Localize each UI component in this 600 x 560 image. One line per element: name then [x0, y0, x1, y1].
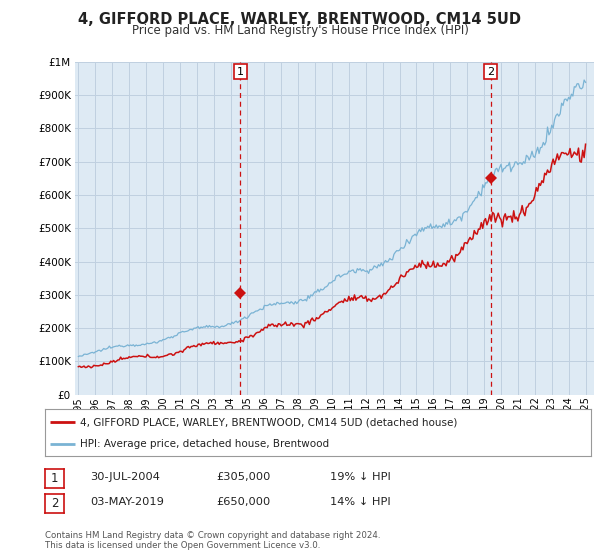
- Text: Contains HM Land Registry data © Crown copyright and database right 2024.
This d: Contains HM Land Registry data © Crown c…: [45, 530, 380, 550]
- Text: 14% ↓ HPI: 14% ↓ HPI: [330, 497, 391, 507]
- Text: 4, GIFFORD PLACE, WARLEY, BRENTWOOD, CM14 5UD: 4, GIFFORD PLACE, WARLEY, BRENTWOOD, CM1…: [79, 12, 521, 27]
- Text: 03-MAY-2019: 03-MAY-2019: [90, 497, 164, 507]
- Text: 1: 1: [237, 67, 244, 77]
- Text: 2: 2: [487, 67, 494, 77]
- Text: 19% ↓ HPI: 19% ↓ HPI: [330, 472, 391, 482]
- Text: 4, GIFFORD PLACE, WARLEY, BRENTWOOD, CM14 5UD (detached house): 4, GIFFORD PLACE, WARLEY, BRENTWOOD, CM1…: [80, 417, 458, 427]
- Text: HPI: Average price, detached house, Brentwood: HPI: Average price, detached house, Bren…: [80, 439, 329, 449]
- Text: 1: 1: [51, 472, 58, 485]
- Text: 2: 2: [51, 497, 58, 510]
- Text: 30-JUL-2004: 30-JUL-2004: [90, 472, 160, 482]
- Text: £305,000: £305,000: [216, 472, 271, 482]
- Text: Price paid vs. HM Land Registry's House Price Index (HPI): Price paid vs. HM Land Registry's House …: [131, 24, 469, 37]
- Text: £650,000: £650,000: [216, 497, 270, 507]
